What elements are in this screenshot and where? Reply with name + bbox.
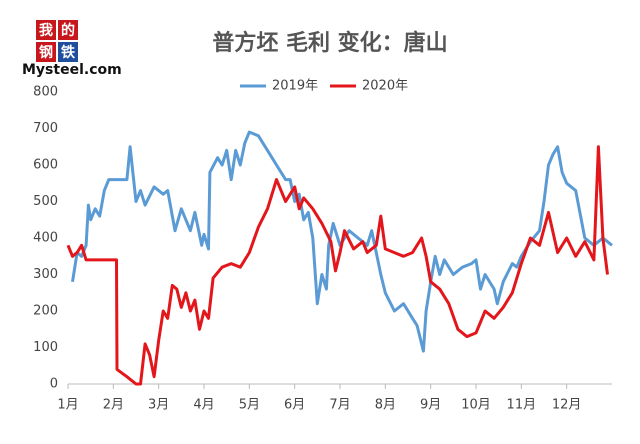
logo-char: 的 <box>61 22 75 39</box>
logo-box <box>58 42 78 62</box>
logo-brand: Mysteel.com <box>22 62 122 78</box>
x-tick-label: 3月 <box>148 398 169 413</box>
logo-char: 我 <box>39 23 53 39</box>
y-tick-label: 700 <box>33 121 58 136</box>
x-tick-label: 1月 <box>57 398 78 413</box>
x-tick-label: 10月 <box>461 398 491 413</box>
series-line <box>66 145 609 386</box>
logo-box <box>36 42 56 62</box>
x-tick-label: 5月 <box>239 398 260 413</box>
x-tick-label: 8月 <box>375 398 396 413</box>
y-tick-label: 400 <box>33 231 58 246</box>
x-tick-label: 12月 <box>552 398 582 413</box>
chart-title: 普方坯 毛利 变化：唐山 <box>212 30 447 56</box>
x-tick-label: 7月 <box>329 398 350 413</box>
x-tick-label: 6月 <box>284 398 305 413</box>
logo-char: 钢 <box>39 44 53 61</box>
x-tick-label: 11月 <box>507 398 537 413</box>
x-tick-label: 2月 <box>103 398 124 413</box>
y-tick-label: 200 <box>33 304 58 319</box>
y-tick-label: 800 <box>33 85 58 100</box>
x-tick-label: 9月 <box>420 398 441 413</box>
x-tick-label: 4月 <box>193 398 214 413</box>
y-tick-label: 500 <box>33 194 58 209</box>
logo-box <box>36 20 56 40</box>
logo: 我 的 钢 铁 Mysteel.com <box>22 20 122 78</box>
logo-char: 铁 <box>61 44 75 61</box>
y-tick-label: 0 <box>50 377 58 392</box>
legend-label: 2019年 <box>272 79 318 94</box>
series-line <box>71 130 613 353</box>
y-tick-label: 300 <box>33 267 58 282</box>
y-tick-label: 100 <box>33 340 58 355</box>
logo-box <box>58 20 78 40</box>
legend-label: 2020年 <box>362 79 408 94</box>
y-tick-label: 600 <box>33 158 58 173</box>
